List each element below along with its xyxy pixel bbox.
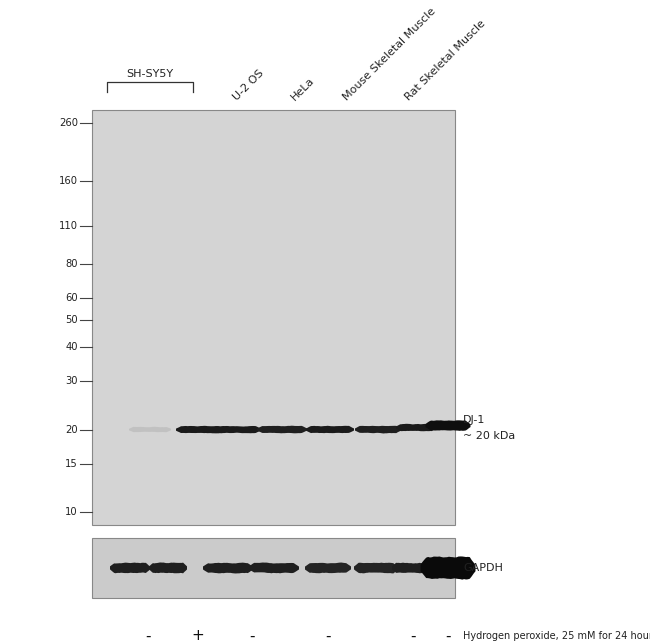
Text: GAPDH: GAPDH xyxy=(463,563,503,573)
Text: 40: 40 xyxy=(66,341,78,352)
Polygon shape xyxy=(203,563,253,574)
Text: Rat Skeletal Muscle: Rat Skeletal Muscle xyxy=(403,18,487,102)
Polygon shape xyxy=(306,426,354,433)
Text: 160: 160 xyxy=(59,176,78,186)
Text: 80: 80 xyxy=(66,259,78,269)
Polygon shape xyxy=(305,563,351,574)
Polygon shape xyxy=(149,563,187,574)
Polygon shape xyxy=(396,424,436,431)
Polygon shape xyxy=(110,563,150,574)
Text: 60: 60 xyxy=(66,293,78,303)
Text: -: - xyxy=(325,628,331,643)
Text: 10: 10 xyxy=(66,507,78,518)
Text: 20: 20 xyxy=(66,424,78,435)
Text: ~ 20 kDa: ~ 20 kDa xyxy=(463,431,515,440)
Text: -: - xyxy=(145,628,151,643)
Text: +: + xyxy=(192,628,204,643)
Text: U-2 OS: U-2 OS xyxy=(231,68,265,102)
Polygon shape xyxy=(211,426,261,433)
Text: Hydrogen peroxide, 25 mM for 24 hours: Hydrogen peroxide, 25 mM for 24 hours xyxy=(463,631,650,641)
Text: 110: 110 xyxy=(59,221,78,231)
Polygon shape xyxy=(355,426,401,433)
Polygon shape xyxy=(392,563,432,574)
Text: 50: 50 xyxy=(66,315,78,325)
Polygon shape xyxy=(354,563,398,574)
Text: -: - xyxy=(410,628,416,643)
Text: SH-SY5Y: SH-SY5Y xyxy=(127,69,174,79)
Text: HeLa: HeLa xyxy=(289,75,316,102)
Bar xyxy=(92,538,455,598)
Text: -: - xyxy=(445,628,450,643)
Text: Mouse Skeletal Muscle: Mouse Skeletal Muscle xyxy=(341,6,437,102)
Text: -: - xyxy=(249,628,255,643)
Text: DJ-1: DJ-1 xyxy=(463,415,486,424)
Text: 260: 260 xyxy=(59,118,78,128)
Polygon shape xyxy=(176,426,224,433)
Text: 15: 15 xyxy=(65,459,78,469)
Polygon shape xyxy=(257,426,307,433)
Bar xyxy=(92,110,455,525)
Text: 30: 30 xyxy=(66,376,78,386)
Polygon shape xyxy=(426,421,471,431)
Polygon shape xyxy=(421,556,476,579)
Polygon shape xyxy=(129,427,171,432)
Polygon shape xyxy=(249,563,299,574)
